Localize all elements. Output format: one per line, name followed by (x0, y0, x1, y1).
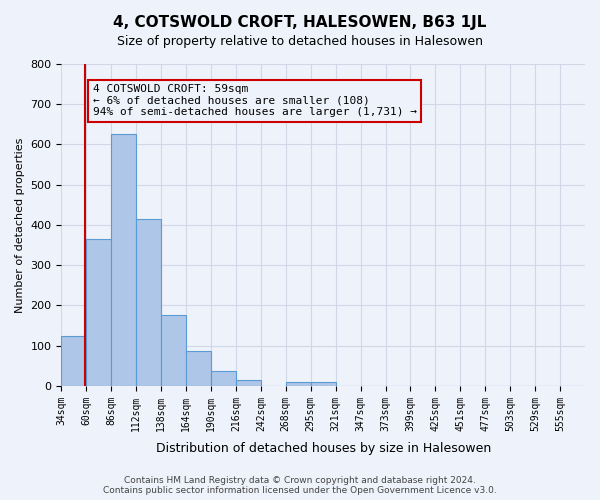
Bar (111, 134, 136, 386)
Bar (211, 371, 236, 386)
Bar (236, 380, 261, 386)
Bar (86, 239, 111, 386)
Text: Size of property relative to detached houses in Halesowen: Size of property relative to detached ho… (117, 35, 483, 48)
Bar (161, 314, 186, 386)
Text: Contains HM Land Registry data © Crown copyright and database right 2024.
Contai: Contains HM Land Registry data © Crown c… (103, 476, 497, 495)
Bar (311, 382, 335, 386)
X-axis label: Distribution of detached houses by size in Halesowen: Distribution of detached houses by size … (155, 442, 491, 455)
Bar (61, 336, 86, 386)
Text: 4, COTSWOLD CROFT, HALESOWEN, B63 1JL: 4, COTSWOLD CROFT, HALESOWEN, B63 1JL (113, 15, 487, 30)
Text: 4 COTSWOLD CROFT: 59sqm
← 6% of detached houses are smaller (108)
94% of semi-de: 4 COTSWOLD CROFT: 59sqm ← 6% of detached… (93, 84, 417, 117)
Bar (186, 352, 211, 386)
Bar (286, 382, 311, 386)
Y-axis label: Number of detached properties: Number of detached properties (15, 138, 25, 312)
Bar (136, 219, 161, 386)
